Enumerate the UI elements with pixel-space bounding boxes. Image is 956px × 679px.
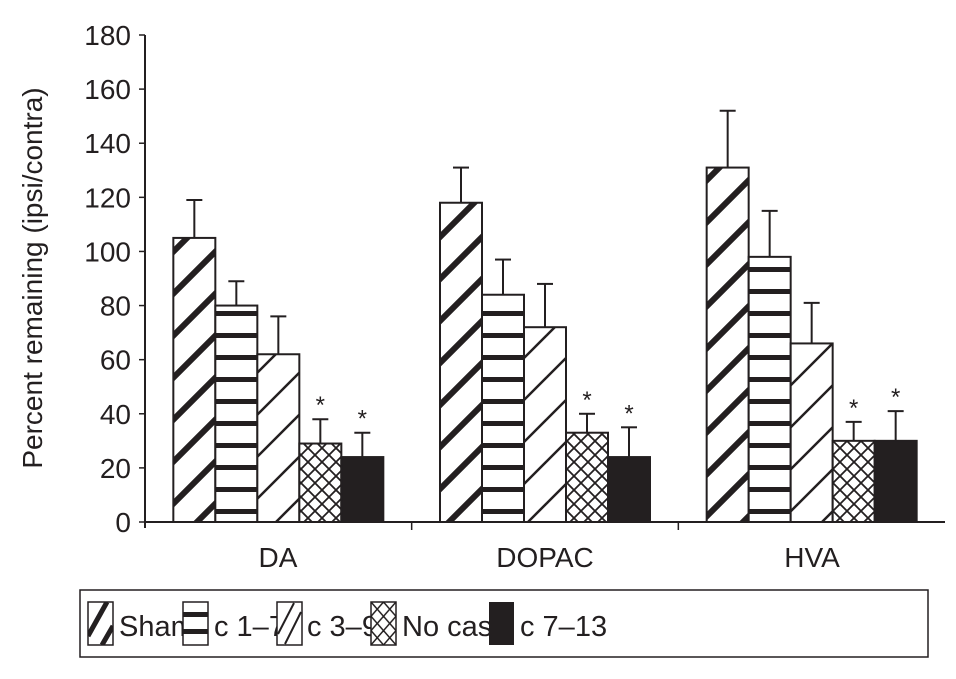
significance-marker-dopac-c-7-13: * [624,400,633,427]
legend-swatch-c3-9 [276,601,303,646]
x-tick-label-da: DA [259,542,298,573]
significance-marker-hva-no-cast: * [849,395,858,422]
legend-label-c1-7: c 1–7 [214,611,285,643]
bar-hva-c-1-7 [747,255,792,523]
legend-item-no-cast: No cast [370,601,500,646]
y-tick-label: 180 [84,20,131,51]
bars: * * * * * * [172,109,918,524]
bar-hva-no-cast [831,439,876,524]
bar-dopac-c-7-13 [607,456,651,524]
x-tick-label-hva: HVA [784,542,840,573]
y-tick-label: 160 [84,74,131,105]
legend-item-c3-9: c 3–9 [276,601,378,646]
y-tick-label: 140 [84,128,131,159]
y-tick-label: 20 [100,453,131,484]
y-tick-label: 60 [100,345,131,376]
bar-da-sham [172,236,217,524]
bar-da-c-3-9 [256,353,301,523]
y-tick-label: 0 [115,507,131,538]
bar-da-c-1-7 [214,304,259,523]
legend-swatch-c3-9-line [284,611,302,645]
bar-dopac-sham [439,201,483,523]
significance-marker-da-c-7-13: * [358,406,367,433]
legend-label-c7-13: c 7–13 [520,611,607,643]
legend-swatch-c1-7 [182,601,209,646]
legend-swatch-c1-7-bar [183,612,208,617]
legend-item-c1-7: c 1–7 [182,601,285,646]
x-axis [145,521,945,530]
legend: Sham c 1–7 c 3–9 No cast c 7–13 [79,589,929,658]
bar-da-no-cast [298,442,343,523]
legend-item-c7-13: c 7–13 [489,602,607,645]
legend-label-sham: Sham [119,611,195,643]
legend-swatch-sham [87,601,114,646]
bar-dopac-no-cast [565,431,609,524]
significance-marker-dopac-no-cast: * [582,387,591,414]
legend-swatch-c3-9-line [277,602,295,635]
legend-label-c3-9: c 3–9 [307,611,378,643]
x-tick-labels: DA DOPAC HVA [259,542,841,573]
bar-hva-sham [705,166,750,523]
y-tick-label: 100 [84,236,131,267]
legend-swatch-c1-7-bar [183,629,208,634]
bar-dopac-c-1-7 [481,293,525,523]
y-tick-label: 40 [100,399,131,430]
legend-label-no-cast: No cast [402,611,500,643]
y-tick-label: 120 [84,182,131,213]
significance-marker-hva-c-7-13: * [891,384,900,411]
bar-hva-c-3-9 [789,342,834,523]
legend-item-sham: Sham [87,601,195,646]
bar-da-c-7-13 [340,456,385,524]
bar-dopac-c-3-9 [523,326,567,524]
y-tick-label: 80 [100,291,131,322]
y-axis: 0 20 40 60 80 100 120 140 160 180 [84,20,146,538]
x-tick-label-dopac: DOPAC [496,542,594,573]
significance-marker-da-no-cast: * [316,392,325,419]
legend-swatch-no-cast [370,601,397,646]
bar-hva-c-7-13 [873,439,918,524]
legend-swatch-c7-13 [489,602,514,645]
y-axis-label: Percent remaining (ipsi/contra) [17,87,48,468]
